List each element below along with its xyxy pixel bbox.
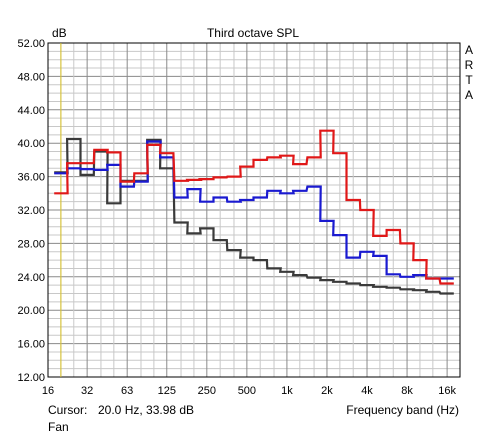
- watermark-letter: R: [465, 58, 474, 72]
- y-tick-label: 28.00: [17, 238, 45, 250]
- x-tick-labels: 16 32 63 125 250 500 1k 2k 4k 8k 16k: [42, 385, 457, 397]
- y-tick-label: 40.00: [17, 138, 45, 150]
- x-axis-label: Frequency band (Hz): [346, 403, 459, 417]
- y-tick-label: 44.00: [17, 105, 45, 117]
- series-layer: [54, 129, 454, 295]
- x-tick-label: 500: [238, 385, 256, 397]
- y-tick-labels: 12.00 16.00 20.00 24.00 28.00 32.00 36.00 40.00…: [17, 38, 45, 384]
- y-tick-label: 16.00: [17, 339, 45, 351]
- y-unit-label: dB: [52, 26, 67, 40]
- y-tick-label: 12.00: [17, 372, 45, 384]
- y-tick-label: 24.00: [17, 272, 45, 284]
- y-tick-label: 52.00: [17, 38, 45, 50]
- x-tick-label: 125: [158, 385, 176, 397]
- y-tick-label: 36.00: [17, 172, 45, 184]
- x-tick-label: 1k: [281, 385, 293, 397]
- x-tick-label: 32: [81, 385, 93, 397]
- y-tick-label: 20.00: [17, 305, 45, 317]
- series-line-3: [54, 129, 454, 285]
- y-tick-label: 48.00: [17, 71, 45, 83]
- series-line-2: [54, 140, 454, 280]
- chart-title: Third octave SPL: [207, 26, 299, 40]
- footer-label: Fan: [48, 420, 69, 434]
- x-tick-label: 2k: [321, 385, 333, 397]
- plot-grid: [48, 43, 460, 377]
- y-tick-label: 32.00: [17, 205, 45, 217]
- x-tick-label: 250: [198, 385, 216, 397]
- watermark-letter: A: [465, 43, 473, 57]
- cursor-label: Cursor:: [48, 403, 87, 417]
- cursor-readout: 20.0 Hz, 33.98 dB: [98, 403, 194, 417]
- plot-frame: [47, 42, 461, 378]
- x-tick-label: 63: [121, 385, 133, 397]
- x-tick-label: 16k: [438, 385, 456, 397]
- watermark-letter: A: [465, 88, 473, 102]
- x-tick-label: 16: [42, 385, 54, 397]
- x-tick-label: 8k: [401, 385, 413, 397]
- x-tick-label: 4k: [361, 385, 373, 397]
- watermark-letter: T: [465, 73, 473, 87]
